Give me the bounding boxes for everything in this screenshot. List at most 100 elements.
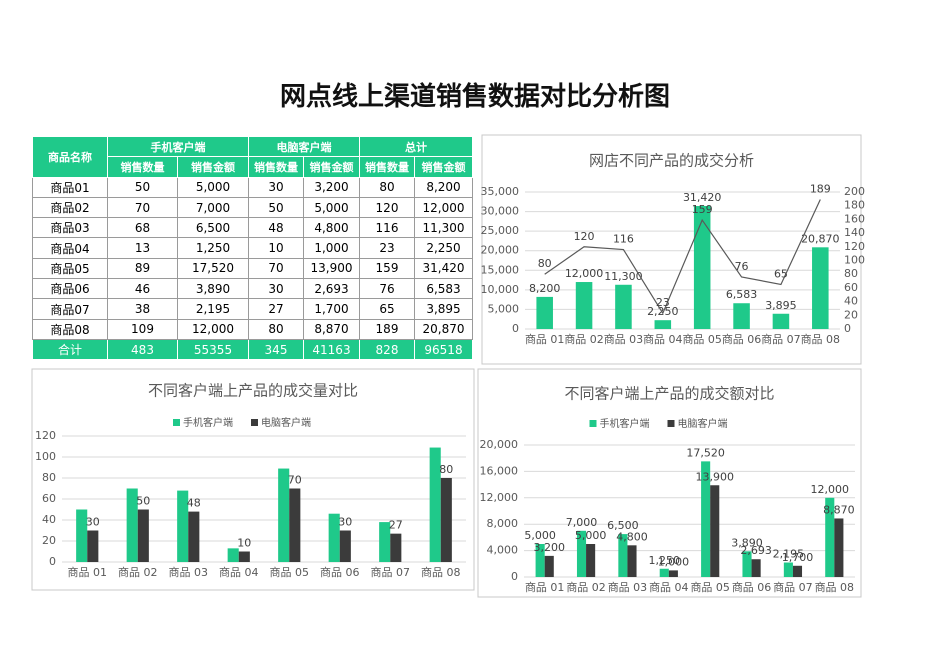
data-label: 17,520 bbox=[686, 446, 725, 459]
data-label: 3,895 bbox=[765, 299, 797, 312]
total-cell: 41163 bbox=[303, 338, 360, 361]
x-tick-label: 商品 02 bbox=[564, 332, 604, 346]
bar bbox=[535, 544, 545, 577]
y2-tick-label: 40 bbox=[844, 295, 858, 308]
table-cell: 48 bbox=[248, 217, 304, 239]
bar bbox=[76, 509, 88, 562]
y-tick-label: 10,000 bbox=[481, 283, 520, 296]
table-cell: 3,895 bbox=[414, 298, 473, 320]
y-tick-label: 12,000 bbox=[480, 491, 519, 504]
bar bbox=[792, 565, 803, 577]
bar bbox=[227, 548, 239, 562]
table-cell: 3,200 bbox=[303, 176, 360, 198]
x-tick-label: 商品 07 bbox=[773, 580, 813, 594]
table-cell: 商品05 bbox=[32, 257, 108, 280]
y2-tick-label: 0 bbox=[844, 322, 851, 335]
bar bbox=[627, 545, 637, 577]
x-tick-label: 商品 03 bbox=[169, 565, 209, 579]
data-label: 189 bbox=[810, 183, 831, 196]
total-cell: 96518 bbox=[414, 338, 473, 361]
chart-title: 不同客户端上产品的成交额对比 bbox=[564, 385, 774, 403]
table-cell: 商品06 bbox=[32, 278, 108, 300]
chart-title: 不同客户端上产品的成交量对比 bbox=[148, 382, 358, 400]
bar bbox=[575, 282, 593, 329]
bar bbox=[693, 206, 711, 329]
y2-tick-label: 160 bbox=[844, 212, 865, 225]
x-tick-label: 商品 01 bbox=[525, 332, 565, 346]
y-tick-label: 120 bbox=[35, 429, 56, 442]
bar bbox=[751, 559, 761, 577]
data-label: 50 bbox=[136, 495, 150, 508]
legend-label: 手机客户端 bbox=[183, 416, 233, 429]
x-tick-label: 商品 08 bbox=[815, 580, 855, 594]
x-tick-label: 商品 08 bbox=[421, 565, 461, 579]
table-cell: 2,693 bbox=[303, 278, 360, 300]
x-tick-label: 商品 03 bbox=[608, 580, 648, 594]
total-cell: 483 bbox=[107, 338, 178, 361]
table-cell: 13 bbox=[107, 237, 178, 259]
legend-swatch bbox=[173, 419, 180, 426]
x-tick-label: 商品 01 bbox=[68, 565, 108, 579]
data-label: 80 bbox=[538, 257, 552, 270]
y-tick-label: 35,000 bbox=[481, 185, 520, 198]
data-label: 5,000 bbox=[575, 529, 607, 542]
x-tick-label: 商品 02 bbox=[118, 565, 158, 579]
y-tick-label: 15,000 bbox=[481, 263, 520, 276]
bar bbox=[126, 488, 138, 562]
legend-label: 电脑客户端 bbox=[261, 416, 311, 429]
data-label: 27 bbox=[389, 519, 403, 532]
table-cell: 商品01 bbox=[32, 176, 108, 198]
bar bbox=[701, 461, 711, 577]
data-label: 30 bbox=[338, 516, 352, 529]
x-tick-label: 商品 06 bbox=[722, 332, 762, 346]
y-tick-label: 100 bbox=[35, 450, 56, 463]
bar bbox=[289, 488, 301, 562]
table-row: 商品05 89 17,520 70 13,900 159 31,420 bbox=[32, 257, 473, 280]
total-cell: 828 bbox=[359, 338, 415, 361]
table-cell: 2,195 bbox=[177, 298, 249, 320]
header-cell: 电脑客户端 bbox=[248, 135, 360, 158]
legend-swatch bbox=[251, 419, 258, 426]
data-label: 6,500 bbox=[607, 519, 639, 532]
table-cell: 6,500 bbox=[177, 217, 249, 239]
bar bbox=[834, 518, 844, 577]
data-label: 8,870 bbox=[823, 503, 855, 516]
x-tick-label: 商品 04 bbox=[643, 332, 683, 346]
legend-swatch bbox=[589, 420, 597, 427]
bar bbox=[772, 313, 790, 329]
bar bbox=[615, 284, 632, 329]
table-cell: 68 bbox=[107, 217, 178, 239]
subheader-row: 销售数量 销售金额 销售数量 销售金额 销售数量 销售金额 bbox=[33, 156, 473, 178]
table-cell: 商品02 bbox=[32, 196, 108, 219]
y-tick-label: 0 bbox=[49, 555, 56, 568]
x-tick-label: 商品 03 bbox=[604, 332, 644, 346]
y-tick-label: 0 bbox=[512, 322, 519, 335]
data-label: 70 bbox=[288, 474, 302, 487]
table-cell: 商品07 bbox=[32, 298, 108, 320]
bar bbox=[710, 485, 720, 577]
table-cell: 50 bbox=[248, 196, 304, 219]
table-row: 商品02 70 7,000 50 5,000 120 12,000 bbox=[32, 196, 473, 219]
data-label: 5,000 bbox=[524, 529, 556, 542]
y2-tick-label: 20 bbox=[844, 308, 858, 321]
bar bbox=[783, 562, 793, 577]
legend-label: 手机客户端 bbox=[600, 417, 650, 430]
bar bbox=[328, 513, 340, 562]
header-cell: 商品名称 bbox=[32, 136, 108, 178]
data-label: 4,800 bbox=[616, 530, 648, 543]
y2-tick-label: 60 bbox=[844, 281, 858, 294]
data-label: 12,000 bbox=[811, 483, 850, 496]
data-label: 8,200 bbox=[529, 282, 561, 295]
table-row: 商品04 13 1,250 10 1,000 23 2,250 bbox=[32, 237, 473, 259]
x-tick-label: 商品 01 bbox=[525, 580, 565, 594]
bar bbox=[536, 296, 553, 329]
y-tick-label: 60 bbox=[42, 492, 56, 505]
table-cell: 商品03 bbox=[32, 217, 108, 239]
data-label: 120 bbox=[574, 230, 595, 243]
line-series bbox=[544, 199, 821, 315]
table-row: 商品08 109 12,000 80 8,870 189 20,870 bbox=[32, 318, 473, 340]
bar bbox=[544, 555, 554, 577]
bar bbox=[654, 320, 672, 329]
bar bbox=[668, 570, 678, 577]
